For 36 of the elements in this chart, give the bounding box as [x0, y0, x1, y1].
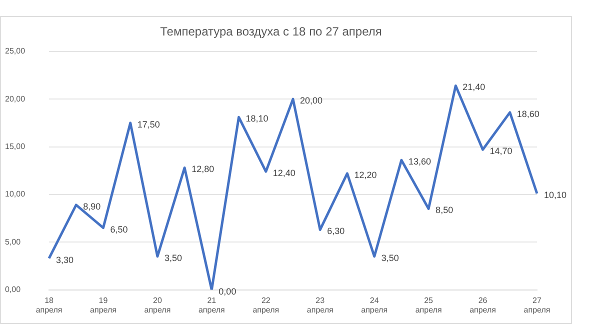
data-label: 18,60	[516, 108, 540, 119]
x-tick-label: 26 апреля	[470, 296, 496, 314]
data-label: 13,60	[408, 156, 431, 167]
y-tick-label: 5,00	[5, 237, 22, 246]
y-tick-label: 25,00	[5, 46, 26, 56]
x-tick-label: 18 апреля	[36, 296, 62, 314]
data-label: 3,50	[381, 252, 399, 263]
data-label: 12,80	[192, 164, 214, 174]
data-label: 8,50	[436, 205, 454, 216]
data-label: 12,20	[354, 170, 377, 180]
x-tick-label: 22 апреля	[252, 296, 280, 314]
data-label: 8,90	[83, 201, 101, 212]
data-label: 6,30	[327, 226, 345, 236]
data-label: 6,50	[110, 224, 128, 234]
data-label: 17,50	[137, 119, 160, 130]
y-tick-label: 0,00	[5, 285, 22, 294]
x-tick-label: 19 апреля	[90, 296, 116, 314]
x-tick-label: 21 апреля	[198, 296, 225, 314]
x-tick-label: 20 апреля	[144, 296, 171, 314]
data-label: 3,30	[56, 254, 74, 265]
data-label: 10,10	[544, 190, 567, 200]
y-tick-label: 10,00	[5, 190, 26, 199]
x-tick-label: 25 апреля	[415, 296, 442, 314]
chart-title: Температура воздуха с 18 по 27 апреля	[160, 24, 382, 39]
x-tick-label: 24 апреля	[361, 296, 388, 314]
y-tick-label: 15,00	[5, 142, 26, 151]
data-label: 12,40	[272, 168, 296, 178]
data-label: 20,00	[300, 96, 323, 106]
data-label: 3,50	[164, 252, 182, 263]
y-tick-label: 20,00	[5, 94, 26, 104]
data-label: 0,00	[218, 286, 236, 296]
data-label: 18,10	[246, 114, 268, 124]
data-label: 14,70	[490, 146, 512, 156]
x-tick-label: 23 апреля	[306, 296, 334, 314]
x-tick-label: 27 апреля	[524, 296, 550, 314]
data-label: 21,40	[462, 82, 486, 92]
